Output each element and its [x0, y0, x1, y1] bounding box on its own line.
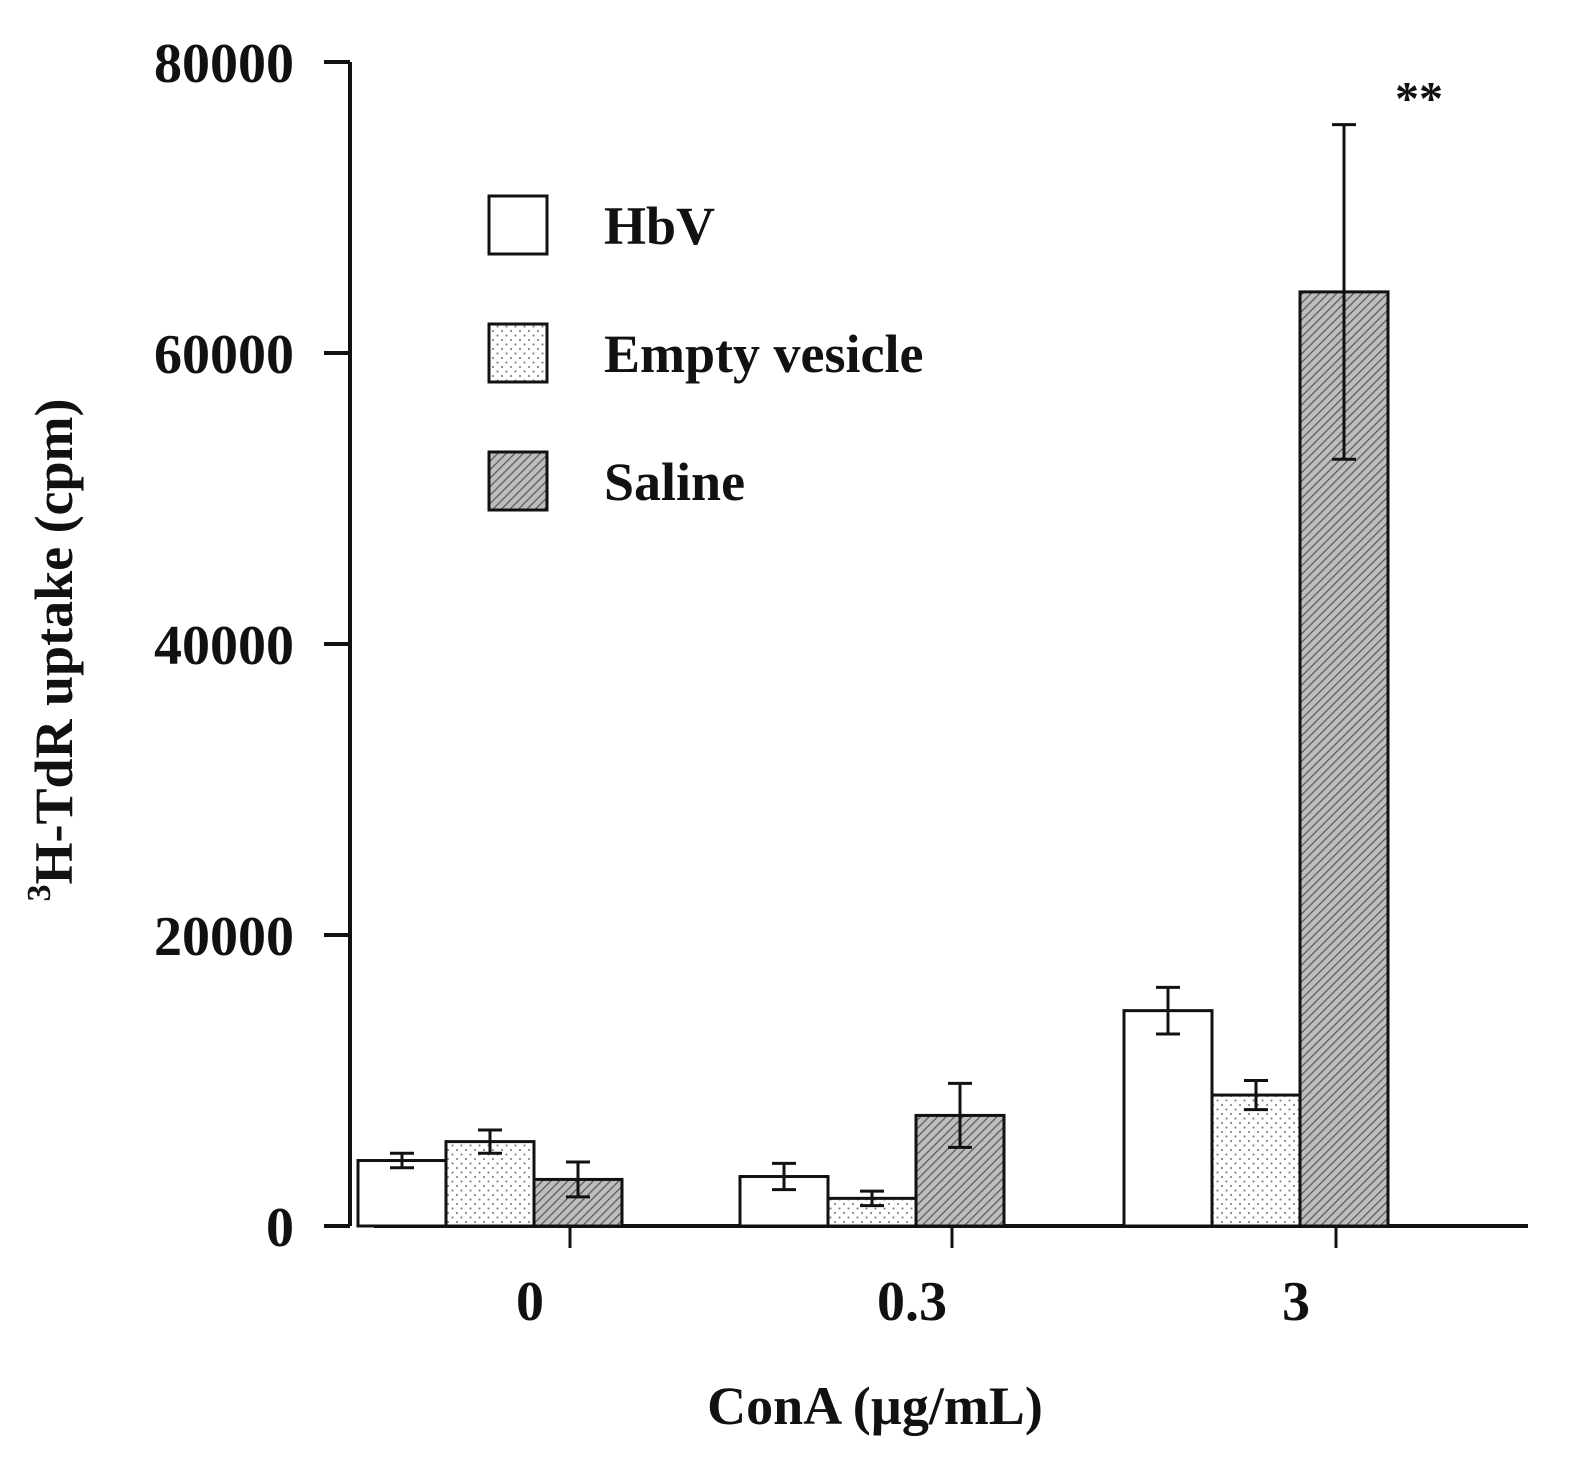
- legend-label-empty-vesicle: Empty vesicle: [604, 324, 923, 384]
- bar-hbv-0: [356, 1159, 448, 1228]
- bar-empty-vesicle-3: [1210, 1093, 1302, 1228]
- y-tick-label-80000: 80000: [154, 33, 294, 95]
- legend-label-saline: Saline: [604, 452, 745, 512]
- x-tick-label-0: 0: [516, 1271, 544, 1333]
- y-axis-title-text: H-TdR uptake (cpm): [24, 398, 84, 884]
- bar-hbv-3: [1122, 1009, 1214, 1228]
- y-tick-label-60000: 60000: [154, 324, 294, 386]
- y-axis-title: 3H-TdR uptake (cpm): [21, 398, 84, 901]
- y-axis-ticks: 0 20000 40000 60000 80000: [154, 33, 350, 1259]
- y-tick-label-40000: 40000: [154, 615, 294, 677]
- x-axis-title: ConA (µg/mL): [707, 1376, 1043, 1436]
- y-tick-label-0: 0: [266, 1197, 294, 1259]
- legend-label-hbv: HbV: [604, 196, 715, 256]
- legend-swatch-empty-vesicle: [487, 322, 549, 384]
- legend: HbV Empty vesicle Saline: [487, 194, 923, 512]
- y-axis-title-superscript: 3: [21, 885, 58, 902]
- legend-swatch-hbv: [487, 194, 549, 256]
- bar-empty-vesicle-0.3: [826, 1196, 918, 1228]
- x-tick-label-3: 3: [1282, 1271, 1310, 1333]
- y-tick-label-20000: 20000: [154, 906, 294, 968]
- bars: [356, 290, 1390, 1228]
- legend-swatch-saline: [487, 450, 549, 512]
- error-bars: [390, 123, 1356, 1208]
- annotations: **: [1395, 73, 1443, 126]
- significance-marker: **: [1395, 73, 1443, 126]
- x-tick-label-0.3: 0.3: [877, 1271, 947, 1333]
- x-axis-ticks: 0 0.3 3: [516, 1226, 1338, 1333]
